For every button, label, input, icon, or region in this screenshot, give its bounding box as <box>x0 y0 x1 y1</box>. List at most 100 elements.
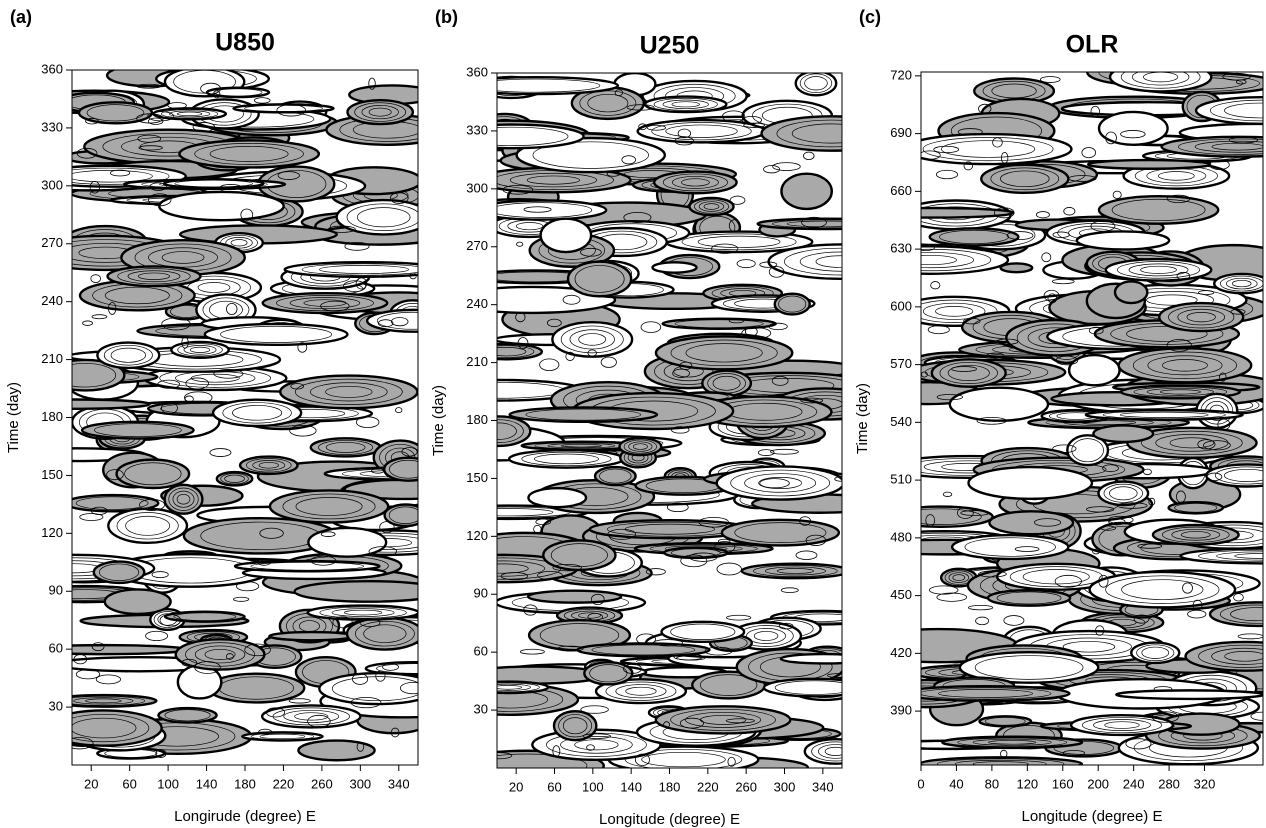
contour-line <box>625 686 657 696</box>
contour-line <box>1219 604 1263 624</box>
contour-line <box>90 274 101 284</box>
contour-line <box>75 496 149 510</box>
contour-region <box>539 217 593 254</box>
contour-region <box>551 320 634 358</box>
contour-line <box>357 207 411 228</box>
contour-line <box>1071 438 1104 463</box>
y-tick-label: 330 <box>466 122 488 137</box>
contour-line <box>680 554 708 568</box>
contour-line <box>409 272 417 280</box>
x-tick-label: 120 <box>1016 776 1038 791</box>
contour-line <box>984 717 1026 726</box>
contour-line <box>743 122 766 128</box>
contour-line <box>670 426 690 434</box>
contour-region <box>163 610 246 623</box>
contour-line <box>497 347 527 357</box>
contour-line <box>1063 207 1076 216</box>
contour-line <box>599 468 632 484</box>
x-tick-label: 20 <box>509 779 523 794</box>
contour-region <box>921 245 1010 275</box>
contour-line <box>139 498 165 511</box>
contour-line <box>252 460 286 471</box>
contour-region <box>921 685 1071 702</box>
contour-line <box>497 126 569 146</box>
contour-region <box>205 86 271 99</box>
contour-line <box>921 251 974 269</box>
contour-line <box>1209 99 1263 122</box>
contour-region <box>203 322 349 347</box>
contour-line <box>250 561 364 571</box>
contour-region <box>268 489 390 524</box>
contour-region <box>948 386 1050 422</box>
y-tick-label: 570 <box>890 356 912 371</box>
contour-line <box>1216 551 1263 561</box>
contour-line <box>497 78 601 93</box>
contour-line <box>1035 211 1050 219</box>
contour-line <box>294 712 329 721</box>
contour-region <box>1097 480 1150 507</box>
contour-line <box>86 104 145 122</box>
contour-line <box>1230 607 1263 622</box>
contour-line <box>615 684 667 699</box>
contour-line <box>246 458 292 473</box>
contour-region <box>261 291 389 315</box>
contour-line <box>537 571 563 580</box>
contour-line <box>974 655 1084 680</box>
contour-line <box>164 709 211 722</box>
y-tick-label: 150 <box>466 470 488 485</box>
contour-line <box>728 219 741 232</box>
y-tick-label: 630 <box>890 241 912 256</box>
contour-region <box>497 123 585 150</box>
contour-line <box>75 669 101 680</box>
contour-line <box>523 604 538 616</box>
contour-line <box>1137 543 1163 549</box>
contour-line <box>972 738 1052 746</box>
y-tick-label: 600 <box>890 298 912 313</box>
contour-line <box>539 358 560 371</box>
contour-line <box>161 109 219 119</box>
contour-region <box>238 455 299 476</box>
contour-line <box>547 443 616 449</box>
contour-line <box>624 749 743 768</box>
contour-line <box>978 103 992 114</box>
contour-line <box>580 247 602 257</box>
contour-line <box>757 449 775 456</box>
contour-region <box>1113 280 1149 305</box>
contour-line <box>149 182 168 191</box>
contour-line <box>161 402 178 415</box>
contour-line <box>1112 190 1122 199</box>
x-tick-label: 60 <box>547 779 561 794</box>
contour-line <box>1233 593 1244 602</box>
y-tick-label: 240 <box>41 293 63 308</box>
contour-line <box>1131 72 1190 86</box>
contour-line <box>1098 574 1109 588</box>
contour-line <box>651 122 752 141</box>
contour-line <box>174 179 253 188</box>
contour-line <box>674 319 764 329</box>
contour-line <box>795 550 818 560</box>
contour-line <box>84 698 122 704</box>
contour-line <box>600 356 617 368</box>
contour-line <box>169 110 211 118</box>
contour-line <box>116 512 179 540</box>
contour-region <box>740 562 842 580</box>
contour-region <box>594 678 688 705</box>
contour-region <box>760 115 842 152</box>
contour-line <box>265 707 286 718</box>
contour-line <box>1140 265 1177 274</box>
contour-line <box>768 266 785 278</box>
contour-region <box>958 651 1100 684</box>
contour-line <box>921 244 935 251</box>
contour-line <box>173 612 237 621</box>
contour-line <box>988 740 1037 745</box>
contour-region <box>794 73 838 97</box>
chart-title: OLR <box>1066 31 1119 59</box>
contour-line <box>677 128 691 139</box>
contour-region <box>618 436 663 457</box>
contour-line <box>676 655 706 661</box>
x-tick-label: 160 <box>1052 776 1074 791</box>
contour-region <box>309 437 382 458</box>
contour-line <box>968 604 994 611</box>
y-tick-label: 300 <box>41 177 63 192</box>
contour-line <box>117 268 191 285</box>
